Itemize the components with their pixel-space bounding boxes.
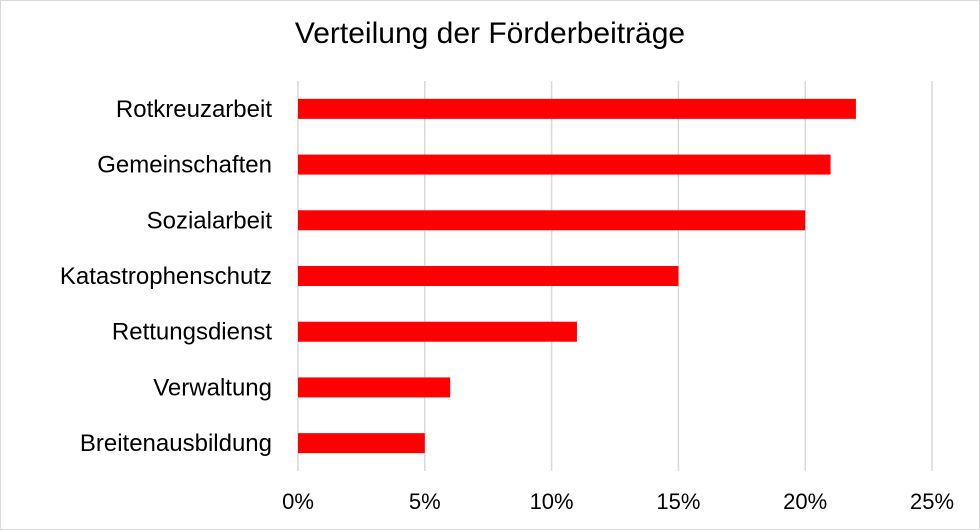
category-label: Katastrophenschutz <box>60 263 272 290</box>
category-label: Breitenausbildung <box>80 430 272 457</box>
bar <box>298 154 831 175</box>
bar <box>298 433 425 454</box>
x-tick-labels: 0% 5% 10% 15% 20% 25% <box>282 489 954 514</box>
x-tick-label: 25% <box>910 489 954 514</box>
bar <box>298 377 451 398</box>
category-label: Sozialarbeit <box>147 207 273 234</box>
x-tick-label: 10% <box>530 489 574 514</box>
category-label: Verwaltung <box>153 374 272 401</box>
bar <box>298 321 577 342</box>
x-tick-label: 15% <box>656 489 700 514</box>
category-label: Rotkreuzarbeit <box>116 96 272 123</box>
chart-title: Verteilung der Förderbeiträge <box>294 17 686 50</box>
x-tick-label: 5% <box>409 489 441 514</box>
x-tick-label: 0% <box>282 489 314 514</box>
bar <box>298 210 806 231</box>
category-label: Gemeinschaften <box>97 152 272 179</box>
bars <box>298 98 856 454</box>
category-label: Rettungsdienst <box>112 319 272 346</box>
x-tick-label: 20% <box>783 489 827 514</box>
category-labels: Rotkreuzarbeit Gemeinschaften Sozialarbeit… <box>60 96 272 457</box>
bar <box>298 98 856 119</box>
bar <box>298 266 679 286</box>
